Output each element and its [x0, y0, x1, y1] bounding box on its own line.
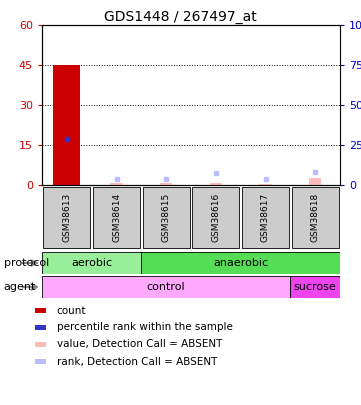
Text: protocol: protocol: [4, 258, 49, 268]
Text: count: count: [57, 305, 86, 315]
Bar: [35, 309, 46, 313]
Bar: [242, 187, 289, 248]
Bar: [290, 276, 340, 298]
Text: sucrose: sucrose: [294, 282, 336, 292]
Bar: [42, 276, 290, 298]
Bar: [35, 343, 46, 347]
Bar: [259, 184, 272, 185]
Bar: [42, 252, 142, 274]
Bar: [35, 326, 46, 330]
Bar: [110, 183, 123, 185]
Text: control: control: [147, 282, 186, 292]
Text: percentile rank within the sample: percentile rank within the sample: [57, 322, 232, 333]
Bar: [53, 65, 81, 185]
Bar: [143, 187, 190, 248]
Text: value, Detection Call = ABSENT: value, Detection Call = ABSENT: [57, 339, 222, 350]
Bar: [35, 360, 46, 364]
Bar: [309, 178, 321, 185]
Bar: [142, 252, 340, 274]
Text: agent: agent: [4, 282, 36, 292]
Text: GSM38613: GSM38613: [62, 193, 71, 242]
Text: GSM38618: GSM38618: [311, 193, 320, 242]
Text: GSM38614: GSM38614: [112, 193, 121, 242]
Text: GDS1448 / 267497_at: GDS1448 / 267497_at: [104, 10, 257, 24]
Bar: [292, 187, 339, 248]
Bar: [160, 183, 172, 185]
Text: rank, Detection Call = ABSENT: rank, Detection Call = ABSENT: [57, 356, 217, 367]
Bar: [43, 187, 90, 248]
Text: GSM38615: GSM38615: [162, 193, 171, 242]
Text: GSM38616: GSM38616: [211, 193, 220, 242]
Bar: [210, 183, 222, 185]
Text: GSM38617: GSM38617: [261, 193, 270, 242]
Text: anaerobic: anaerobic: [213, 258, 268, 268]
Bar: [192, 187, 239, 248]
Text: aerobic: aerobic: [71, 258, 112, 268]
Bar: [93, 187, 140, 248]
